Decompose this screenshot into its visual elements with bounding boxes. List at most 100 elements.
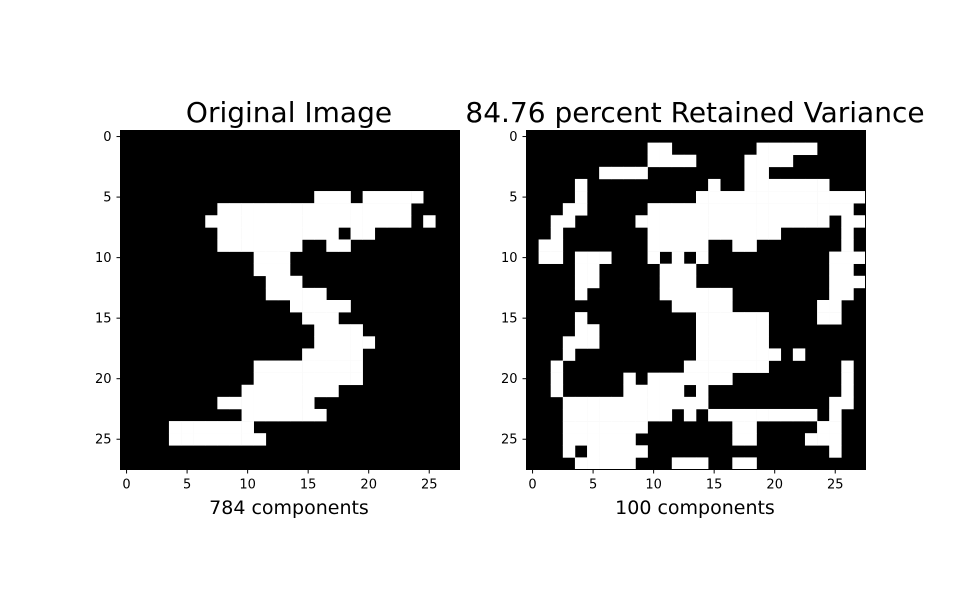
pixel-cell — [744, 227, 757, 240]
x-tick-label: 0 — [528, 478, 536, 493]
pixel-cell — [829, 251, 842, 264]
pixel-cell — [756, 191, 769, 204]
pixel-cell — [338, 372, 351, 386]
pixel-cell — [841, 239, 854, 252]
pixel-cell — [574, 433, 588, 446]
pixel-cell — [290, 360, 303, 373]
pixel-cell — [732, 324, 745, 337]
pixel-cell — [623, 166, 636, 180]
pixel-cell — [229, 421, 242, 434]
pixel-cell — [804, 142, 818, 156]
pixel-cell — [683, 360, 697, 373]
pixel-cell — [635, 445, 648, 458]
pixel-cell — [350, 372, 363, 386]
pixel-cell — [647, 239, 660, 252]
pixel-cell — [193, 421, 206, 434]
pixel-cell — [302, 300, 315, 313]
pixel-cell — [290, 408, 303, 422]
pixel-cell — [253, 433, 267, 446]
pixel-cell — [732, 336, 745, 349]
pixel-cell — [277, 227, 291, 240]
pixel-cell — [290, 372, 303, 386]
pixel-cell — [804, 191, 818, 204]
pixel-cell — [623, 384, 636, 398]
pixel-cell — [671, 372, 685, 386]
pixel-cell — [768, 142, 782, 156]
pixel-cell — [744, 336, 757, 349]
pixel-cell — [708, 203, 721, 216]
pixel-cell — [374, 215, 388, 228]
x-axis-label-original: 784 components — [209, 497, 369, 519]
pixel-cell — [768, 408, 782, 422]
y-tick-label: 15 — [95, 312, 112, 327]
pixel-cell — [265, 251, 279, 264]
pixel-cell — [756, 142, 769, 156]
pixel-cell — [574, 396, 588, 410]
pixel-cell — [290, 239, 303, 252]
pixel-cell — [587, 421, 600, 434]
pixel-cell — [362, 336, 376, 349]
pixel-cell — [732, 457, 745, 470]
pixel-cell — [647, 215, 660, 228]
pixel-cell — [229, 215, 242, 228]
pixel-cell — [314, 336, 327, 349]
pixel-cell — [411, 191, 424, 204]
pixel-cell — [562, 348, 576, 361]
pixel-cell — [756, 215, 769, 228]
pixel-cell — [205, 215, 218, 228]
pixel-cell — [635, 421, 648, 434]
pixel-cell — [574, 312, 588, 325]
pixel-cell — [550, 215, 564, 228]
pixel-cell — [562, 396, 576, 410]
pixel-cell — [229, 396, 242, 410]
pixel-cell — [804, 203, 818, 216]
pixel-cell — [611, 396, 624, 410]
pixel-cell — [829, 191, 842, 204]
pixel-cell — [732, 312, 745, 325]
pixel-cell — [338, 360, 351, 373]
pixel-cell — [792, 178, 806, 192]
pixel-cell — [829, 421, 842, 434]
pixel-cell — [732, 348, 745, 361]
x-tick-label: 15 — [300, 478, 317, 493]
pixel-cell — [841, 384, 854, 398]
pixel-cell — [720, 215, 733, 228]
pixel-cell — [696, 372, 709, 386]
pixel-cell — [253, 408, 267, 422]
pixel-cell — [696, 324, 709, 337]
pixel-cell — [326, 227, 339, 240]
pixel-cell — [635, 215, 648, 228]
pixel-cell — [314, 312, 327, 325]
pixel-cell — [338, 300, 351, 313]
pixel-cell — [683, 215, 697, 228]
pixel-cell — [623, 445, 636, 458]
pixel-cell — [708, 178, 721, 192]
pixel-cell — [574, 324, 588, 337]
pixel-cell — [671, 154, 685, 168]
pixel-cell — [696, 251, 709, 264]
y-tick-label: 25 — [95, 433, 112, 448]
pixel-cell — [683, 300, 697, 313]
pixel-cell — [205, 433, 218, 446]
pixel-cell — [841, 227, 854, 240]
pixel-cell — [314, 300, 327, 313]
pixel-cell — [562, 421, 576, 434]
pixel-cell — [696, 457, 709, 470]
pixel-cell — [744, 166, 757, 180]
pixel-cell — [804, 408, 818, 422]
pixel-cell — [326, 239, 339, 252]
pixel-cell — [671, 251, 685, 264]
pixel-cell — [314, 408, 327, 422]
pixel-cell — [756, 336, 769, 349]
pixel-cell — [804, 215, 818, 228]
pixel-cell — [732, 433, 745, 446]
axes-frame-original — [120, 130, 460, 470]
pixel-cell — [841, 215, 854, 228]
pixel-cell — [217, 239, 230, 252]
pixel-cell — [338, 324, 351, 337]
y-tick-label: 25 — [501, 433, 518, 448]
pixel-cell — [217, 421, 230, 434]
pixel-cell — [708, 360, 721, 373]
pixel-cell — [756, 178, 769, 192]
pixel-cell — [744, 203, 757, 216]
